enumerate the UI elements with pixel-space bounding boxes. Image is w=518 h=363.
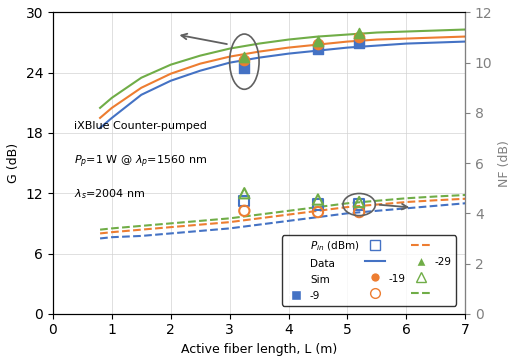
Point xyxy=(314,197,322,203)
Point xyxy=(240,198,249,204)
Point xyxy=(240,190,249,196)
X-axis label: Active fiber length, L (m): Active fiber length, L (m) xyxy=(181,343,337,356)
Point xyxy=(314,209,322,215)
Text: iXBlue Counter-pumped: iXBlue Counter-pumped xyxy=(74,121,207,131)
Point xyxy=(355,209,363,215)
Y-axis label: G (dB): G (dB) xyxy=(7,143,20,183)
Legend: $P_{in}$ (dBm), Data, Sim, -9,   ,    , -19,   ,    , -29,   ,    : $P_{in}$ (dBm), Data, Sim, -9, , , -19, … xyxy=(282,236,456,306)
Point xyxy=(314,38,322,44)
Text: $P_p$=1 W @ $\lambda_p$=1560 nm: $P_p$=1 W @ $\lambda_p$=1560 nm xyxy=(74,154,207,171)
Point xyxy=(240,208,249,214)
Point xyxy=(355,201,363,207)
Point xyxy=(355,30,363,36)
Point xyxy=(355,199,363,205)
Point xyxy=(355,40,363,45)
Point xyxy=(240,54,249,60)
Point xyxy=(240,65,249,70)
Point xyxy=(314,46,322,52)
Point xyxy=(355,34,363,40)
Point xyxy=(314,201,322,207)
Text: $\lambda_s$=2004 nm: $\lambda_s$=2004 nm xyxy=(74,187,145,201)
Y-axis label: NF (dB): NF (dB) xyxy=(498,140,511,187)
Point xyxy=(240,57,249,62)
Point xyxy=(314,41,322,46)
